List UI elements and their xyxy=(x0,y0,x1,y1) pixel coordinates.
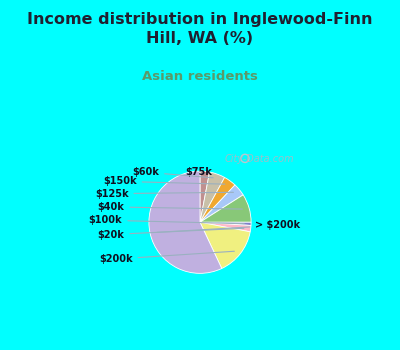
Text: $200k: $200k xyxy=(99,251,234,264)
Wedge shape xyxy=(200,222,251,232)
Wedge shape xyxy=(200,185,243,222)
Text: $100k: $100k xyxy=(89,215,244,225)
Wedge shape xyxy=(200,195,251,222)
Text: $60k: $60k xyxy=(132,167,213,178)
Wedge shape xyxy=(200,177,235,222)
Text: City-Data.com: City-Data.com xyxy=(224,154,294,164)
Text: $150k: $150k xyxy=(103,176,225,186)
Text: $40k: $40k xyxy=(98,202,242,212)
Text: $20k: $20k xyxy=(98,228,244,239)
Text: Asian residents: Asian residents xyxy=(142,70,258,83)
Text: > $200k: > $200k xyxy=(157,220,300,232)
Text: $125k: $125k xyxy=(95,189,234,199)
Wedge shape xyxy=(200,172,225,222)
Wedge shape xyxy=(200,222,251,225)
Wedge shape xyxy=(149,171,222,273)
Text: $75k: $75k xyxy=(186,167,212,177)
Wedge shape xyxy=(200,171,210,222)
Wedge shape xyxy=(200,222,250,268)
Text: Income distribution in Inglewood-Finn
Hill, WA (%): Income distribution in Inglewood-Finn Hi… xyxy=(27,12,373,46)
